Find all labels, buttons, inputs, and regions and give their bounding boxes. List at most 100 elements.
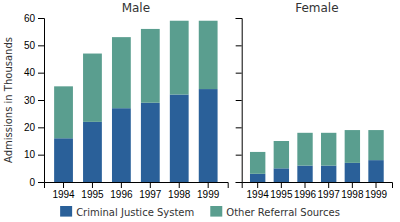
legend-swatch <box>60 206 72 217</box>
tick-label: 60 <box>24 13 36 24</box>
bar <box>112 37 131 108</box>
tick-mark <box>352 182 353 188</box>
bar <box>112 108 131 182</box>
tick-label: 1994 <box>52 189 75 200</box>
bar <box>54 86 73 138</box>
tick: 10 <box>24 149 44 160</box>
y-label: Admissions in Thousands <box>3 37 14 163</box>
bar <box>274 168 289 182</box>
series <box>54 89 217 182</box>
legend: Criminal Justice System Other Referral So… <box>60 206 340 218</box>
tick-label: 0 <box>29 177 35 188</box>
series <box>250 160 384 182</box>
bar <box>297 166 312 182</box>
tick-label: 1996 <box>110 189 133 200</box>
legend-label: Criminal Justice System <box>76 207 194 218</box>
series <box>54 21 217 139</box>
tick: 20 <box>24 122 44 133</box>
tick: 1996 <box>110 182 133 200</box>
axis-line <box>45 183 229 189</box>
tick-label: 1999 <box>197 189 220 200</box>
bar <box>250 152 265 174</box>
bar <box>321 133 336 166</box>
bar <box>83 54 102 122</box>
bar <box>368 130 383 160</box>
tick-mark <box>236 182 242 183</box>
bar <box>250 174 265 182</box>
bar <box>199 89 218 182</box>
axis-line <box>38 19 45 183</box>
title: Female <box>295 1 338 15</box>
tick-mark <box>63 182 64 188</box>
x-axis: 1994 1995 1996 1997 1998 1999 <box>45 182 229 200</box>
bar <box>170 21 189 95</box>
tick: 40 <box>24 67 44 78</box>
tick-mark <box>236 45 242 46</box>
tick-mark <box>38 18 44 19</box>
tick <box>236 182 242 183</box>
tick-label: 1997 <box>318 189 341 200</box>
legend-item: Other Referral Sources <box>210 206 340 218</box>
y-axis: 0 10 20 30 40 50 60 <box>24 13 45 188</box>
tick-label: 1995 <box>81 189 104 200</box>
tick: 1995 <box>270 182 293 200</box>
bar <box>345 163 360 182</box>
bar <box>297 133 312 166</box>
tick: 1998 <box>168 182 191 200</box>
axis-line <box>242 183 392 189</box>
tick-label: 1995 <box>270 189 293 200</box>
bar <box>83 122 102 182</box>
bar <box>321 166 336 182</box>
bar <box>141 103 160 182</box>
tick-label: 40 <box>24 67 36 78</box>
tick-mark <box>38 127 44 128</box>
tick-mark <box>236 73 242 74</box>
tick-mark <box>38 182 44 183</box>
tick <box>236 100 242 101</box>
bar <box>170 95 189 182</box>
bar <box>199 21 218 89</box>
y-axis <box>236 19 243 183</box>
tick: 1994 <box>247 182 270 200</box>
panel: 199419951996199719981999 Female <box>236 1 393 200</box>
tick-mark <box>236 18 242 19</box>
x-axis: 199419951996199719981999 <box>242 182 392 200</box>
panel: 1994 1995 1996 1997 1998 1999 0 10 20 30 40 50 60 Mal… <box>3 1 228 200</box>
tick: 1994 <box>52 182 75 200</box>
tick-label: 50 <box>24 40 36 51</box>
tick-label: 1996 <box>294 189 317 200</box>
tick-label: 1998 <box>168 189 191 200</box>
tick: 1995 <box>81 182 104 200</box>
tick-mark <box>92 182 93 188</box>
title: Male <box>122 1 150 15</box>
bar <box>141 29 160 103</box>
tick-mark <box>236 100 242 101</box>
bar <box>368 160 383 182</box>
bars <box>250 130 384 182</box>
tick-mark <box>38 155 44 156</box>
tick <box>236 45 242 46</box>
legend-item: Criminal Justice System <box>60 206 194 218</box>
tick-mark <box>281 182 282 188</box>
tick: 1999 <box>365 182 388 200</box>
bar <box>345 130 360 163</box>
tick-mark <box>257 182 258 188</box>
tick: 30 <box>24 95 44 106</box>
bar <box>274 141 289 168</box>
tick-label: 1998 <box>341 189 364 200</box>
tick-mark <box>121 182 122 188</box>
tick-mark <box>38 100 44 101</box>
tick-label: 20 <box>24 122 36 133</box>
legend-swatch <box>210 206 222 217</box>
bar <box>54 138 73 182</box>
tick-label: 1997 <box>139 189 162 200</box>
tick: 0 <box>29 177 44 188</box>
tick-mark <box>208 182 209 188</box>
tick <box>236 127 242 128</box>
tick: 60 <box>24 13 44 24</box>
tick-label: 1994 <box>247 189 270 200</box>
legend-label: Other Referral Sources <box>226 207 340 218</box>
tick-mark <box>179 182 180 188</box>
tick-label: 10 <box>24 149 36 160</box>
tick: 1998 <box>341 182 364 200</box>
